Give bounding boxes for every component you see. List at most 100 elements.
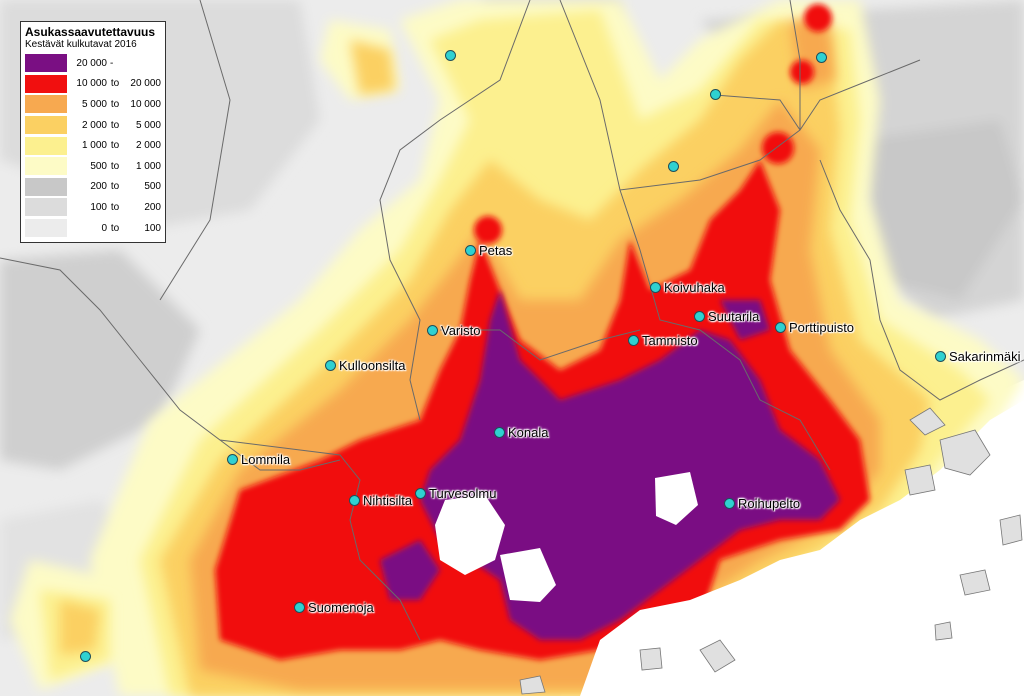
legend-row: 5 000 to 10 000 — [25, 94, 161, 115]
station-marker[interactable]: Varisto — [427, 322, 481, 338]
legend-range-separator: to — [110, 181, 120, 193]
legend-row: 20 000- — [25, 53, 161, 74]
station-label: Varisto — [441, 322, 481, 338]
legend-range-separator: to — [110, 119, 120, 131]
station-marker[interactable]: Turvesolmu — [415, 485, 497, 501]
station-dot-icon — [816, 51, 827, 63]
station-marker[interactable]: Sakarinmäki — [935, 348, 1021, 364]
station-marker-unlabeled[interactable] — [816, 50, 827, 64]
legend-rows: 20 000-10 000 to 20 000 5 000 to 10 000 2 000 t… — [25, 53, 161, 238]
station-marker[interactable]: Nihtisilta — [349, 492, 413, 508]
station-label: Turvesolmu — [429, 485, 497, 501]
legend-row: 500 to 1 000 — [25, 156, 161, 177]
legend-range-from: 2 000 — [81, 119, 107, 131]
legend-range-separator: to — [110, 160, 120, 172]
municipal-boundaries — [0, 0, 1024, 641]
station-marker[interactable]: Roihupelto — [724, 496, 800, 511]
legend-subtitle: Kestävät kulkutavat 2016 — [25, 39, 137, 50]
station-marker-unlabeled[interactable] — [80, 649, 91, 663]
station-dot-icon — [349, 494, 360, 506]
legend-range-from: 500 — [90, 160, 107, 172]
station-dot-icon — [668, 160, 679, 172]
station-marker[interactable]: Kulloonsilta — [325, 357, 406, 373]
station-marker[interactable]: Lommila — [227, 451, 291, 467]
legend-swatch — [25, 116, 67, 135]
water-patches — [435, 400, 1024, 696]
legend-row: 1 000 to 2 000 — [25, 135, 161, 156]
legend-swatch — [25, 136, 67, 155]
legend-range-to: 20 000 — [130, 78, 161, 90]
station-label: Nihtisilta — [363, 492, 413, 508]
legend-range-from: 5 000 — [81, 98, 107, 110]
station-marker[interactable]: Tammisto — [628, 332, 698, 348]
legend-range: 2 000 to 5 000 — [71, 120, 161, 131]
coastline-islands — [519, 407, 1023, 695]
legend-swatch — [25, 219, 67, 238]
station-dot-icon — [935, 350, 946, 362]
legend-range: 100 to 200 — [71, 202, 161, 213]
legend-range-separator: to — [110, 222, 120, 234]
legend-range-to: 1 000 — [135, 160, 161, 172]
legend-range-from: 1 000 — [81, 140, 107, 152]
legend-range: 20 000- — [71, 58, 158, 69]
legend-row: 0 to 100 — [25, 218, 161, 239]
station-marker[interactable]: Konala — [494, 424, 549, 440]
legend-range: 200 to 500 — [71, 181, 161, 192]
legend-range-to: 10 000 — [130, 98, 161, 110]
legend-swatch — [25, 177, 67, 196]
legend-row: 10 000 to 20 000 — [25, 74, 161, 95]
station-dot-icon — [427, 324, 438, 336]
station-marker[interactable]: Koivuhaka — [650, 279, 725, 295]
legend-range-from: 10 000 — [76, 78, 107, 90]
station-dot-icon — [325, 359, 336, 371]
legend-range-from: 0 — [101, 222, 107, 234]
legend-range: 10 000 to 20 000 — [71, 78, 161, 89]
station-dot-icon — [775, 321, 786, 333]
station-dot-icon — [694, 310, 705, 322]
legend-title: Asukassaavutettavuus — [25, 25, 156, 39]
station-label: Koivuhaka — [664, 279, 725, 295]
legend-range-from: 100 — [90, 201, 107, 213]
legend-range-to: 500 — [144, 181, 161, 193]
legend-row: 200 to 500 — [25, 177, 161, 198]
legend-range-to: 100 — [144, 222, 161, 234]
legend-row: 2 000 to 5 000 — [25, 115, 161, 136]
legend-swatch — [25, 74, 67, 93]
station-marker[interactable]: Suutarila — [694, 309, 759, 324]
station-dot-icon — [710, 88, 721, 100]
station-dot-icon — [465, 244, 476, 256]
station-dot-icon — [415, 487, 426, 499]
station-label: Porttipuisto — [789, 319, 855, 335]
legend-swatch — [25, 54, 67, 73]
legend-range-from: 20 000 — [76, 57, 107, 69]
station-label: Konala — [508, 424, 549, 440]
station-marker[interactable]: Petas — [465, 242, 513, 258]
legend-range-separator: - — [110, 57, 114, 69]
legend-range: 500 to 1 000 — [71, 161, 161, 172]
station-label: Sakarinmäki — [949, 348, 1021, 364]
station-marker-unlabeled[interactable] — [710, 87, 721, 101]
legend-range: 5 000 to 10 000 — [71, 99, 161, 110]
station-marker-unlabeled[interactable] — [668, 159, 679, 173]
station-label: Petas — [479, 242, 513, 258]
station-dot-icon — [494, 426, 505, 438]
legend-range: 1 000 to 2 000 — [71, 140, 161, 151]
station-dot-icon — [650, 281, 661, 293]
station-marker[interactable]: Suomenoja — [294, 600, 374, 615]
legend-range-to — [120, 58, 158, 69]
station-label: Lommila — [241, 451, 291, 467]
legend-range-to: 2 000 — [135, 140, 161, 152]
station-marker[interactable]: Porttipuisto — [775, 319, 855, 335]
map-legend: Asukassaavutettavuus Kestävät kulkutavat… — [20, 21, 166, 244]
legend-range-separator: to — [110, 201, 120, 213]
station-marker-unlabeled[interactable] — [445, 48, 456, 62]
station-label: Kulloonsilta — [339, 357, 406, 373]
legend-row: 100 to 200 — [25, 197, 161, 218]
legend-range-separator: to — [110, 98, 120, 110]
legend-range-to: 5 000 — [135, 119, 161, 131]
station-dot-icon — [227, 453, 238, 465]
legend-swatch — [25, 157, 67, 176]
station-label: Tammisto — [642, 332, 698, 348]
legend-swatch — [25, 198, 67, 217]
